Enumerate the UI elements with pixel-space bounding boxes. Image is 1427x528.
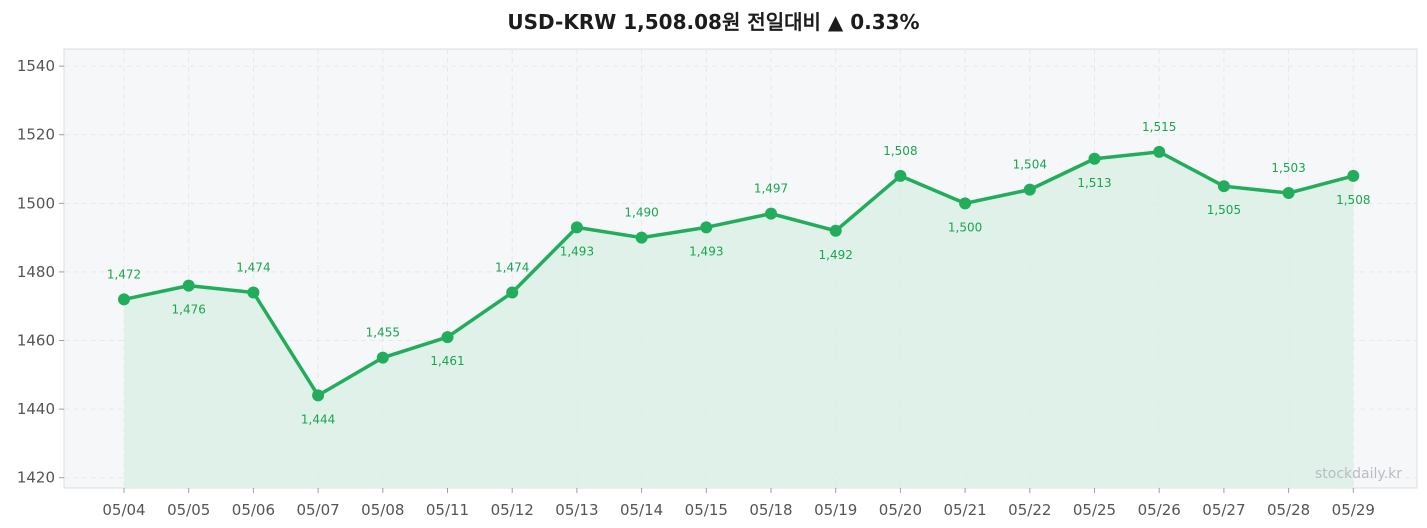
y-axis: 1420 1440 1460 1480 1500 1520 1540 [17, 57, 64, 487]
data-label: 1,461 [430, 354, 464, 368]
data-label: 1,500 [948, 220, 982, 234]
x-tick-label: 05/22 [1008, 501, 1051, 519]
data-label: 1,492 [819, 248, 853, 262]
y-tick-label: 1440 [17, 400, 55, 418]
data-label: 1,493 [560, 244, 594, 258]
y-tick-label: 1420 [17, 469, 55, 487]
chart-title: USD-KRW 1,508.08원 전일대비 ▲ 0.33% [507, 10, 920, 34]
area-fill [124, 151, 1354, 488]
data-label: 1,503 [1271, 161, 1305, 175]
y-tick-label: 1520 [17, 126, 55, 144]
data-point [1217, 180, 1230, 193]
y-tick-label: 1540 [17, 57, 55, 75]
x-tick-label: 05/25 [1073, 501, 1116, 519]
watermark: stockdaily.kr [1315, 466, 1402, 482]
data-label: 1,497 [754, 182, 788, 196]
x-tick-label: 05/15 [685, 501, 728, 519]
data-label: 1,476 [172, 303, 206, 317]
x-tick-label: 05/19 [814, 501, 857, 519]
data-point [894, 169, 907, 182]
data-point [118, 293, 130, 306]
x-tick-label: 05/29 [1332, 501, 1375, 519]
x-axis: 05/04 05/05 05/06 05/07 05/08 05/11 05/12 05/13… [102, 488, 1375, 519]
x-tick-label: 05/07 [296, 501, 339, 519]
data-label: 1,455 [366, 326, 400, 340]
x-tick-label: 05/08 [361, 501, 404, 519]
x-tick-label: 05/21 [943, 501, 986, 519]
x-tick-label: 05/14 [620, 501, 663, 519]
data-point [570, 221, 583, 234]
data-point [247, 286, 260, 299]
data-point [1282, 187, 1295, 200]
y-tick-label: 1460 [17, 332, 55, 350]
data-point [376, 351, 389, 364]
x-tick-label: 05/18 [749, 501, 792, 519]
x-tick-label: 05/11 [426, 501, 469, 519]
data-point [1347, 169, 1360, 182]
data-label: 1,505 [1207, 203, 1241, 217]
data-label: 1,504 [1013, 158, 1047, 172]
data-point [441, 331, 454, 344]
data-point [635, 231, 648, 244]
data-point [959, 197, 972, 210]
x-tick-label: 05/26 [1138, 501, 1181, 519]
x-tick-label: 05/05 [167, 501, 210, 519]
data-label: 1,513 [1077, 176, 1111, 190]
data-label: 1,472 [107, 267, 141, 281]
data-point [1088, 152, 1101, 165]
series-line [122, 150, 1356, 398]
x-tick-label: 05/20 [879, 501, 922, 519]
data-label: 1,508 [883, 144, 917, 158]
data-point [1153, 145, 1166, 158]
data-label: 1,515 [1142, 120, 1176, 134]
data-point [700, 221, 713, 234]
data-label: 1,508 [1336, 193, 1370, 207]
data-point [1023, 183, 1036, 196]
x-tick-label: 05/28 [1267, 501, 1310, 519]
data-label: 1,444 [301, 412, 335, 426]
x-tick-label: 05/04 [102, 501, 145, 519]
x-tick-label: 05/06 [232, 501, 275, 519]
data-points [118, 145, 1360, 402]
y-tick-label: 1480 [17, 263, 55, 281]
x-tick-label: 05/13 [555, 501, 598, 519]
y-tick-label: 1500 [17, 194, 55, 212]
data-point [182, 279, 195, 292]
data-point [829, 224, 842, 237]
data-point [312, 389, 325, 402]
data-label: 1,490 [624, 206, 658, 220]
x-tick-label: 05/27 [1202, 501, 1245, 519]
data-label: 1,474 [236, 261, 270, 275]
data-label: 1,493 [689, 244, 723, 258]
data-point [506, 286, 519, 299]
x-tick-label: 05/12 [491, 501, 534, 519]
data-point [765, 207, 777, 220]
data-label: 1,474 [495, 261, 529, 275]
data-labels: 1,472 1,476 1,474 1,444 1,455 1,461 1,474 1,493… [107, 120, 1371, 427]
